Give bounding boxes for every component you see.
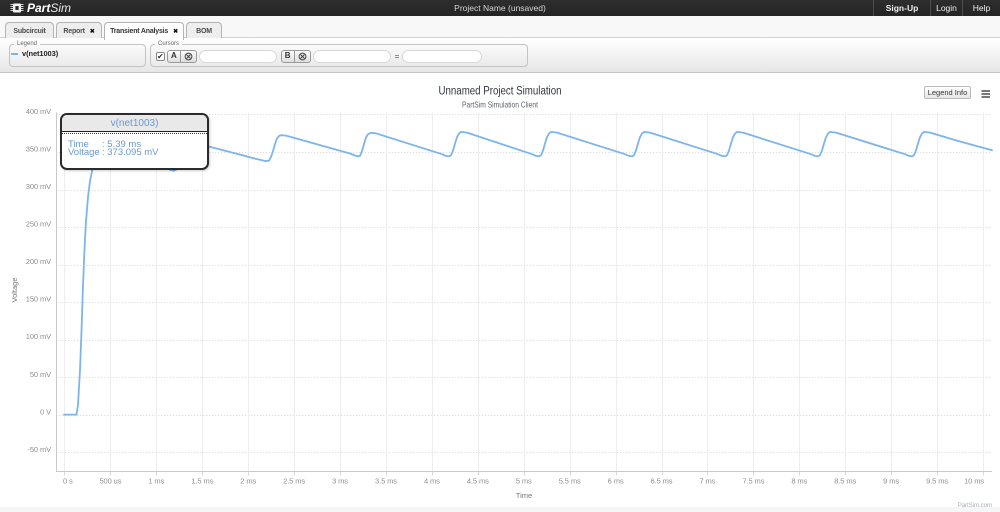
svg-text:1.5 ms: 1.5 ms: [191, 477, 213, 486]
svg-text:350 mV: 350 mV: [26, 145, 51, 154]
svg-text:9.5 ms: 9.5 ms: [926, 477, 948, 486]
svg-text:Unnamed Project Simulation: Unnamed Project Simulation: [439, 86, 562, 98]
svg-text:300 mV: 300 mV: [26, 182, 51, 191]
svg-text:200 mV: 200 mV: [26, 257, 51, 266]
svg-text:9 ms: 9 ms: [883, 477, 899, 486]
svg-text:PartSim.com: PartSim.com: [958, 502, 992, 509]
svg-text:0 V: 0 V: [40, 407, 51, 416]
svg-text:100 mV: 100 mV: [26, 332, 51, 341]
svg-text:50 mV: 50 mV: [30, 370, 51, 379]
svg-text:2.5 ms: 2.5 ms: [283, 477, 305, 486]
svg-text:4 ms: 4 ms: [424, 477, 440, 486]
svg-text:6.5 ms: 6.5 ms: [651, 477, 673, 486]
svg-text:400 mV: 400 mV: [26, 107, 51, 116]
svg-text:0 s: 0 s: [63, 477, 73, 486]
svg-text:3.5 ms: 3.5 ms: [375, 477, 397, 486]
svg-text:5.5 ms: 5.5 ms: [559, 477, 581, 486]
svg-text:PartSim Simulation Client: PartSim Simulation Client: [462, 100, 538, 110]
svg-text:8.5 ms: 8.5 ms: [834, 477, 856, 486]
svg-text:6 ms: 6 ms: [608, 477, 624, 486]
svg-text:4.5 ms: 4.5 ms: [467, 477, 489, 486]
svg-text:7.5 ms: 7.5 ms: [742, 477, 764, 486]
svg-text:7 ms: 7 ms: [699, 477, 715, 486]
svg-text:1 ms: 1 ms: [148, 477, 164, 486]
svg-text:3 ms: 3 ms: [332, 477, 348, 486]
svg-text:10 ms: 10 ms: [964, 477, 984, 486]
svg-text:5 ms: 5 ms: [516, 477, 532, 486]
svg-text:Voltage: Voltage: [10, 277, 19, 302]
svg-text:150 mV: 150 mV: [26, 295, 51, 304]
svg-text:-50 mV: -50 mV: [27, 445, 51, 454]
svg-text:8 ms: 8 ms: [791, 477, 807, 486]
svg-text:250 mV: 250 mV: [26, 220, 51, 229]
svg-text:500 us: 500 us: [99, 477, 121, 486]
svg-text:2 ms: 2 ms: [240, 477, 256, 486]
svg-text:Time: Time: [516, 491, 532, 500]
